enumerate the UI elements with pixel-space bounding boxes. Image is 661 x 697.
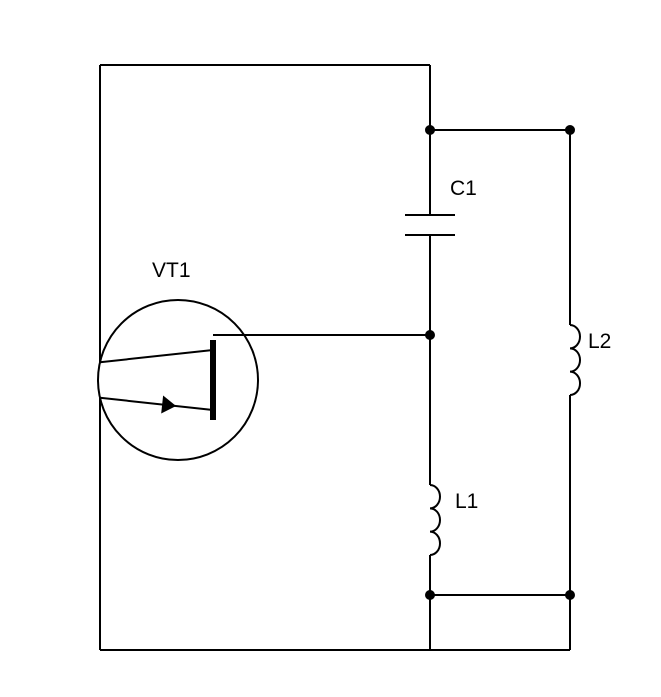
node-bot-mid — [425, 590, 435, 600]
inductor-l1-coil — [430, 485, 440, 555]
node-bot-right — [565, 590, 575, 600]
inductor-l2-coil — [570, 325, 580, 395]
node-top-mid — [425, 125, 435, 135]
inductor-l1 — [430, 485, 440, 555]
capacitor-c1 — [405, 215, 455, 235]
node-top-right — [565, 125, 575, 135]
label-vt1: VT1 — [152, 259, 191, 282]
transistor-vt1 — [98, 300, 258, 460]
label-l2: L2 — [588, 330, 611, 353]
transistor-collector-lead — [100, 350, 213, 362]
inductor-l2 — [570, 325, 580, 395]
label-l1: L1 — [455, 490, 478, 513]
transistor-emitter-lead — [100, 398, 213, 410]
node-mid — [425, 330, 435, 340]
transistor-emitter-arrow — [161, 396, 176, 414]
label-c1: C1 — [450, 177, 477, 200]
transistor-circle — [98, 300, 258, 460]
